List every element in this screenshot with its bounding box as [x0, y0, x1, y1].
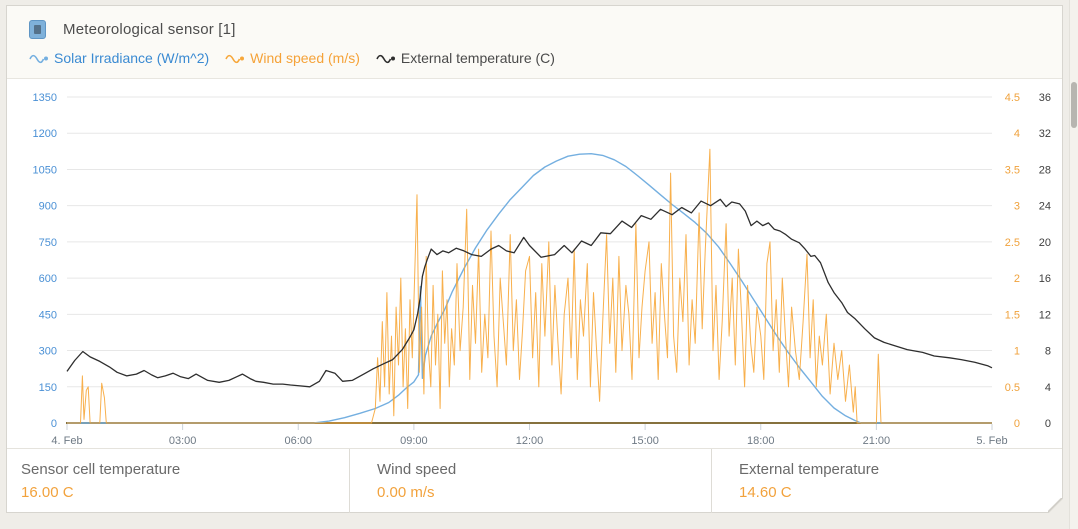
stat-value: 14.60 C [739, 484, 792, 501]
chart-legend: Solar Irradiance (W/m^2) Wind speed (m/s… [29, 50, 1062, 66]
legend-label: Wind speed (m/s) [250, 50, 360, 66]
sensor-device-icon [29, 19, 46, 39]
svg-text:24: 24 [1039, 201, 1051, 213]
svg-text:06:00: 06:00 [284, 435, 312, 447]
widget-header: Meteorological sensor [1] Solar Irradian… [7, 6, 1062, 79]
stat-label: Wind speed [377, 461, 457, 478]
stat-external-temperature: External temperature 14.60 C [711, 449, 1062, 513]
chart-area[interactable]: 4. Feb 03:00 06:00 09:00 12:00 15:00 18:00 21:0… [7, 79, 1062, 448]
stat-label: External temperature [739, 461, 880, 478]
svg-text:300: 300 [39, 346, 57, 358]
svg-text:20: 20 [1039, 237, 1051, 249]
svg-text:4: 4 [1045, 382, 1051, 394]
svg-text:28: 28 [1039, 164, 1051, 176]
svg-text:600: 600 [39, 273, 57, 285]
svg-text:1.5: 1.5 [1005, 309, 1020, 321]
series-line-icon [29, 54, 48, 63]
sensor-device-icon-screen [34, 24, 41, 34]
svg-text:3: 3 [1014, 201, 1020, 213]
svg-text:12:00: 12:00 [516, 435, 544, 447]
stat-value: 0.00 m/s [377, 484, 435, 501]
stat-wind-speed: Wind speed 0.00 m/s [349, 449, 711, 513]
svg-text:09:00: 09:00 [400, 435, 428, 447]
legend-item-wind-speed[interactable]: Wind speed (m/s) [225, 50, 360, 66]
svg-text:03:00: 03:00 [169, 435, 197, 447]
stat-label: Sensor cell temperature [21, 461, 181, 478]
svg-text:3.5: 3.5 [1005, 164, 1020, 176]
series-line-icon [376, 54, 395, 63]
svg-text:0: 0 [1014, 418, 1020, 430]
corner-fold [1048, 498, 1063, 513]
svg-text:5. Feb: 5. Feb [976, 435, 1007, 447]
svg-text:8: 8 [1045, 346, 1051, 358]
svg-text:1200: 1200 [33, 128, 57, 140]
svg-text:750: 750 [39, 237, 57, 249]
svg-text:1350: 1350 [33, 92, 57, 104]
svg-text:450: 450 [39, 309, 57, 321]
svg-text:32: 32 [1039, 128, 1051, 140]
meteorological-sensor-widget: Meteorological sensor [1] Solar Irradian… [6, 5, 1063, 513]
stats-row: Sensor cell temperature 16.00 C Wind spe… [7, 448, 1062, 513]
svg-text:18:00: 18:00 [747, 435, 775, 447]
svg-text:16: 16 [1039, 273, 1051, 285]
timeseries-chart[interactable]: 4. Feb 03:00 06:00 09:00 12:00 15:00 18:00 21:0… [7, 79, 1062, 448]
svg-text:2.5: 2.5 [1005, 237, 1020, 249]
svg-text:900: 900 [39, 201, 57, 213]
svg-text:15:00: 15:00 [631, 435, 659, 447]
svg-text:4: 4 [1014, 128, 1020, 140]
scrollbar-track[interactable] [1069, 0, 1078, 529]
svg-text:150: 150 [39, 382, 57, 394]
svg-text:0: 0 [1045, 418, 1051, 430]
series-line-icon [225, 54, 245, 63]
svg-text:36: 36 [1039, 92, 1051, 104]
legend-item-external-temperature[interactable]: External temperature (C) [376, 50, 555, 66]
stat-value: 16.00 C [21, 484, 74, 501]
scrollbar-thumb[interactable] [1071, 82, 1077, 128]
legend-item-solar-irradiance[interactable]: Solar Irradiance (W/m^2) [29, 50, 209, 66]
svg-text:4. Feb: 4. Feb [51, 435, 82, 447]
svg-text:21:00: 21:00 [863, 435, 891, 447]
svg-text:2: 2 [1014, 273, 1020, 285]
svg-text:1050: 1050 [33, 164, 57, 176]
stat-sensor-cell-temperature: Sensor cell temperature 16.00 C [7, 449, 349, 513]
svg-text:0: 0 [51, 418, 57, 430]
svg-text:4.5: 4.5 [1005, 92, 1020, 104]
svg-text:12: 12 [1039, 309, 1051, 321]
widget-title: Meteorological sensor [1] [63, 20, 236, 38]
legend-label: Solar Irradiance (W/m^2) [54, 50, 210, 66]
widget-title-row: Meteorological sensor [1] [29, 15, 1062, 43]
svg-text:0.5: 0.5 [1005, 382, 1020, 394]
legend-label: External temperature (C) [400, 50, 555, 66]
svg-text:1: 1 [1014, 346, 1020, 358]
